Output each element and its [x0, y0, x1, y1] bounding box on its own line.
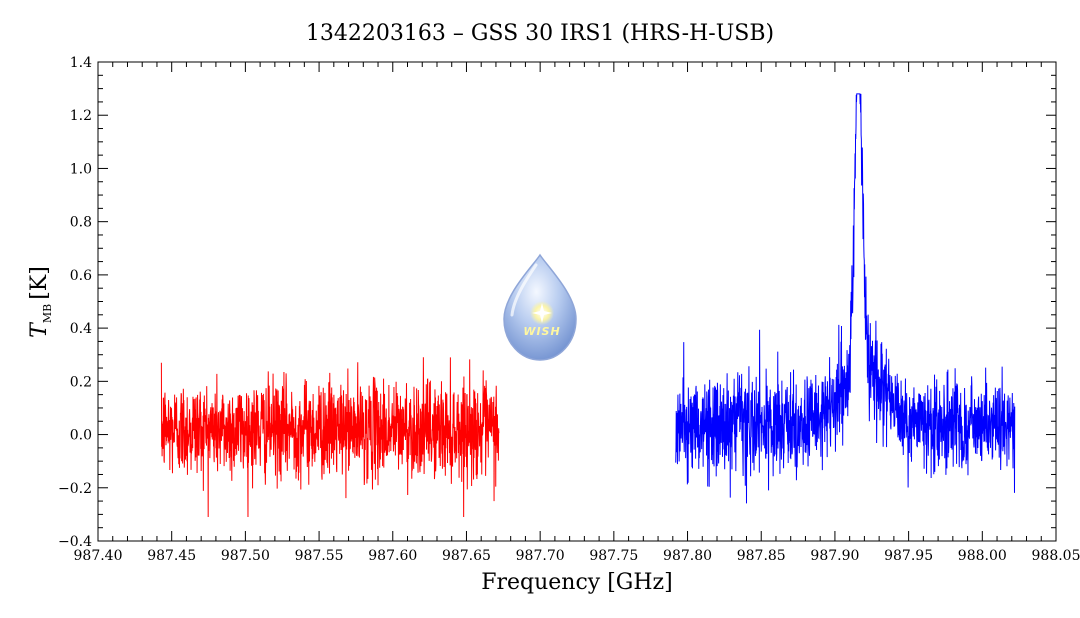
y-axis-ticks: −0.4 −0.2 0.0 0.2 0.4 0.6 0.8 1.0 1.2 1.4	[58, 55, 1056, 550]
y-tick-label: 1.0	[70, 161, 92, 177]
x-tick-label: 987.45	[147, 548, 196, 564]
y-tick-label: 0.4	[70, 321, 92, 337]
y-tick-label: 1.4	[70, 55, 92, 71]
x-tick-label: 987.70	[516, 548, 565, 564]
x-tick-label: 987.95	[884, 548, 933, 564]
x-tick-label: 988.05	[1032, 548, 1080, 564]
chart-title: 1342203163 – GSS 30 IRS1 (HRS-H-USB)	[306, 21, 774, 46]
y-axis-label: TMB [K]	[27, 266, 54, 338]
water-drop-star-icon	[503, 253, 577, 361]
x-axis-ticks: 987.40 987.45 987.50 987.55 987.60 987.65 987.…	[74, 62, 1080, 564]
x-axis-label: Frequency [GHz]	[481, 570, 673, 595]
y-axis-symbol: T	[27, 321, 52, 338]
x-tick-label: 988.00	[958, 548, 1007, 564]
series-blue-spectrum	[675, 93, 1016, 504]
x-tick-label: 987.80	[663, 548, 712, 564]
y-tick-label: 0.8	[70, 215, 92, 231]
x-tick-label: 987.85	[737, 548, 786, 564]
plot-frame	[97, 61, 1057, 542]
wish-logo: WISH	[503, 253, 577, 361]
y-tick-label: −0.4	[58, 534, 92, 550]
x-tick-label: 987.65	[442, 548, 491, 564]
x-tick-label: 987.55	[295, 548, 344, 564]
y-tick-label: −0.2	[58, 481, 92, 497]
logo-text: WISH	[523, 325, 560, 338]
y-axis-subscript: MB	[41, 304, 54, 323]
x-tick-label: 987.60	[368, 548, 417, 564]
y-tick-label: 0.2	[70, 374, 92, 390]
svg-text:TMB[K]: TMB [K]	[27, 266, 54, 338]
y-tick-label: 0.0	[70, 428, 92, 444]
x-tick-label: 987.50	[221, 548, 270, 564]
series-red-spectrum	[160, 357, 500, 518]
x-tick-label: 987.40	[74, 548, 123, 564]
y-axis-unit: [K]	[27, 266, 52, 300]
y-tick-label: 0.6	[70, 268, 92, 284]
y-tick-label: 1.2	[70, 108, 92, 124]
x-tick-label: 987.90	[810, 548, 859, 564]
x-tick-label: 987.75	[589, 548, 638, 564]
